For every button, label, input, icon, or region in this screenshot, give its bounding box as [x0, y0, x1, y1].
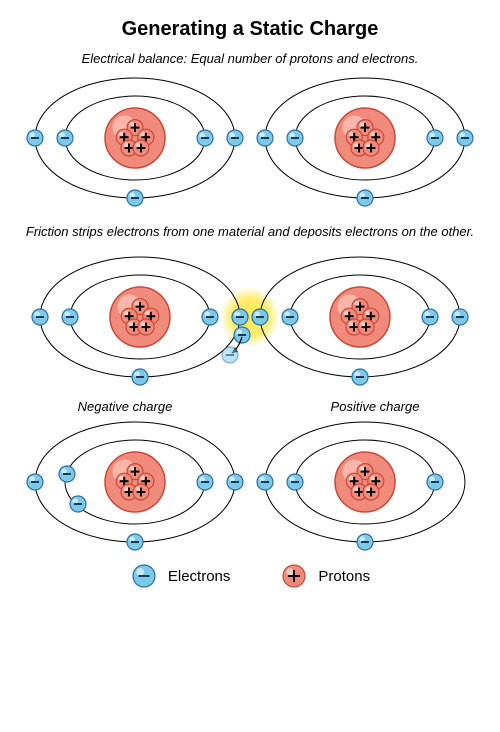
row2-diagram [0, 239, 500, 399]
row2-subtitle: Friction strips electrons from one mater… [0, 224, 500, 239]
atom-balanced-right [257, 78, 473, 206]
atom-friction-right [252, 257, 468, 385]
positive-label: Positive charge [250, 399, 500, 414]
legend: Electrons Protons [0, 562, 500, 590]
negative-label: Negative charge [0, 399, 250, 414]
page-title: Generating a Static Charge [0, 0, 500, 41]
atom-balanced-left [27, 78, 243, 206]
legend-protons-label: Protons [318, 568, 370, 585]
row3-diagram [0, 414, 500, 554]
row1-diagram [0, 66, 500, 216]
legend-electrons-label: Electrons [168, 568, 231, 585]
atom-negative [27, 422, 243, 550]
atom-positive [257, 422, 465, 550]
atom-friction-left [32, 257, 248, 385]
row1-subtitle: Electrical balance: Equal number of prot… [0, 51, 500, 66]
legend-electrons: Electrons [130, 562, 231, 590]
legend-protons: Protons [280, 562, 370, 590]
